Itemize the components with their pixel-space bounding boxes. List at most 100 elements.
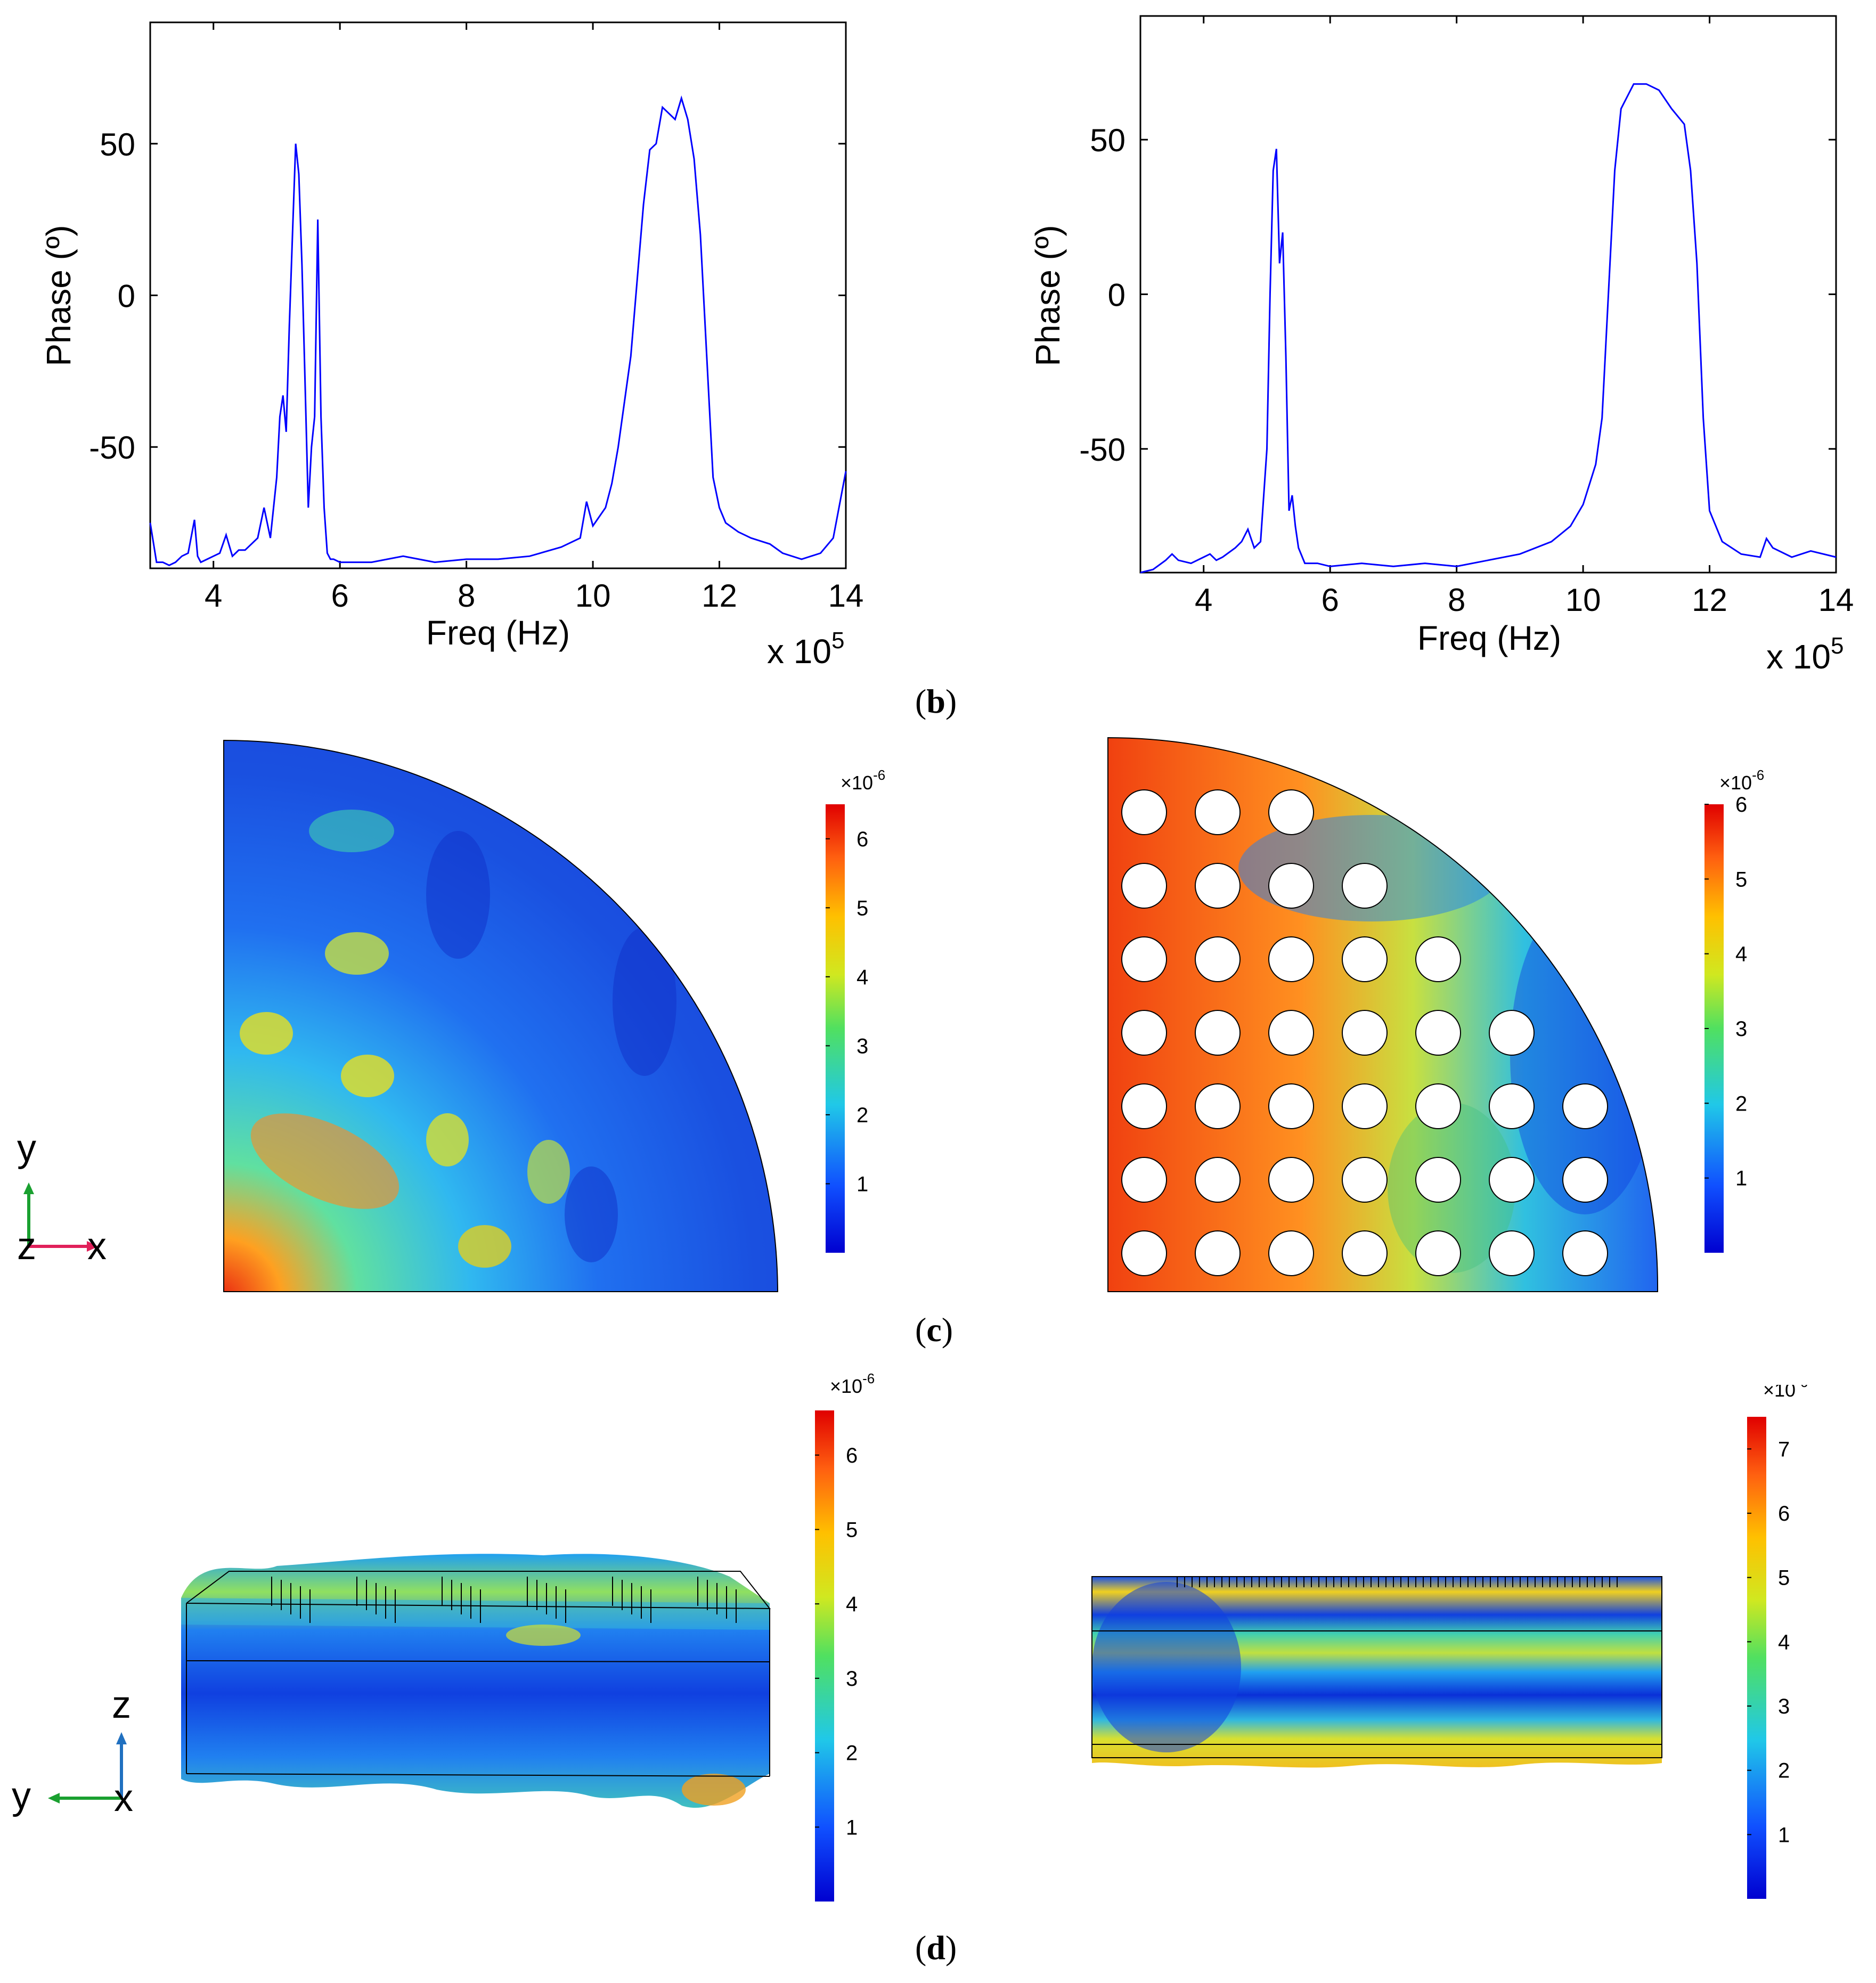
hole (1489, 1083, 1535, 1129)
field-plot-holes-side (1091, 1576, 1662, 1768)
hole (1342, 1157, 1388, 1203)
hole (1562, 1157, 1608, 1203)
hole (1121, 863, 1167, 909)
hole (1195, 936, 1241, 982)
plot-area (1139, 15, 1837, 574)
field-plot-holes-top (1107, 737, 1659, 1292)
colorbar-tick-label: 4 (1778, 1630, 1790, 1654)
x-tick-label: 14 (828, 578, 864, 614)
hole (1489, 1230, 1535, 1276)
svg-text:×10-6: ×10-6 (1719, 767, 1764, 794)
hole (1195, 863, 1241, 909)
panel-label-b: (b) (915, 682, 957, 720)
colorbar-tick-label: 3 (1735, 1017, 1747, 1041)
x-axis-label: Freq (Hz) (426, 614, 570, 652)
hole (1121, 1010, 1167, 1056)
colorbar-tick-label: 1 (857, 1172, 868, 1196)
triad-z-label: z (112, 1684, 131, 1726)
triad-y-label: y (12, 1775, 31, 1817)
hole (1268, 1010, 1314, 1056)
hole (1121, 1230, 1167, 1276)
hole (1268, 1157, 1314, 1203)
panel-label-c: (c) (915, 1311, 953, 1349)
x-tick-label: 4 (1195, 582, 1212, 618)
colorbar-tick-label: 2 (857, 1104, 868, 1127)
hole (1562, 1230, 1608, 1276)
colorbar-tick-label: 3 (846, 1667, 858, 1691)
colorbar-4: ×10-6 1 2 3 4 5 6 7 (1747, 1385, 1808, 1899)
colorbar-ticks: 1 2 3 4 5 6 (1704, 793, 1747, 1190)
phase-chart-right: 4 6 8 10 12 14 50 0 -50 Freq (Hz) Phase (º) x 10… (1029, 15, 1854, 676)
hole (1195, 789, 1241, 835)
hole (1195, 1157, 1241, 1203)
x-tick-label: 10 (1565, 582, 1601, 618)
x-tick-label: 10 (575, 578, 611, 614)
hole (1268, 789, 1314, 835)
hole (1121, 789, 1167, 835)
x-axis-label: Freq (Hz) (1417, 619, 1561, 657)
y-tick-label: 0 (1108, 278, 1125, 313)
hole (1342, 936, 1388, 982)
colorbar-tick-label: 6 (1735, 793, 1747, 817)
colorbar-tick-label: 1 (1778, 1823, 1790, 1847)
hole (1195, 1083, 1241, 1129)
x-tick-label: 6 (331, 578, 348, 614)
ticks: 4 6 8 10 12 14 50 0 -50 (89, 22, 863, 614)
x-multiplier: x 105 (767, 627, 844, 671)
colorbar-tick-label: 4 (857, 966, 868, 989)
ticks: 4 6 8 10 12 14 50 0 -50 (1079, 16, 1854, 618)
field-plot-plain-top (223, 739, 779, 1292)
y-tick-label: -50 (89, 430, 135, 466)
colorbar-tick-label: 2 (1735, 1092, 1747, 1115)
hole (1342, 1010, 1388, 1056)
series-line (149, 95, 847, 566)
colorbar-tick-label: 5 (1778, 1566, 1790, 1590)
triad-x-label: x (114, 1777, 133, 1819)
colorbar-tick-label: 5 (857, 896, 868, 920)
mesh-lines (186, 1571, 771, 1777)
x-tick-label: 14 (1818, 582, 1854, 618)
colorbar-tick-label: 2 (846, 1742, 858, 1765)
phase-chart-left: 4 6 8 10 12 14 50 0 -50 Freq (Hz) Phase (º) x 10… (39, 21, 863, 671)
colorbar-ticks: 1 2 3 4 5 6 (815, 1444, 858, 1839)
x-tick-label: 12 (1692, 582, 1727, 618)
hole (1342, 1083, 1388, 1129)
svg-text:×10-6: ×10-6 (830, 1370, 875, 1397)
colorbar-tick-label: 5 (846, 1519, 858, 1542)
hole (1121, 1083, 1167, 1129)
x-tick-label: 8 (458, 578, 475, 614)
colorbar-1: ×10-6 1 2 3 4 5 6 (826, 767, 885, 1253)
hole (1415, 936, 1461, 982)
colorbar-tick-label: 3 (1778, 1695, 1790, 1718)
svg-text:×10-6: ×10-6 (841, 767, 885, 794)
colorbar-tick-label: 7 (1778, 1438, 1790, 1461)
series-line (1140, 83, 1837, 574)
x-multiplier: x 105 (1766, 633, 1844, 676)
y-tick-label: -50 (1079, 432, 1125, 468)
colorbar-tick-label: 6 (846, 1444, 858, 1467)
hole (1268, 936, 1314, 982)
colorbar-tick-label: 1 (846, 1816, 858, 1839)
hole (1268, 863, 1314, 909)
hole (1342, 863, 1388, 909)
triad-z-label: z (17, 1225, 36, 1262)
hole (1415, 1157, 1461, 1203)
hole (1415, 1230, 1461, 1276)
colorbar-ticks: 1 2 3 4 5 6 (826, 828, 868, 1196)
colorbar-ticks: 1 2 3 4 5 6 7 (1747, 1438, 1790, 1847)
hole (1415, 1083, 1461, 1129)
colorbar-2: ×10-6 1 2 3 4 5 6 (1704, 767, 1764, 1253)
x-tick-label: 6 (1321, 582, 1339, 618)
hole (1121, 1157, 1167, 1203)
hole (1489, 1157, 1535, 1203)
colorbar-tick-label: 3 (857, 1034, 868, 1058)
axis-triad-xy: y z x (17, 1127, 107, 1262)
triad-y-label: y (17, 1127, 36, 1170)
plot-area (149, 21, 847, 569)
triad-x-label: x (87, 1225, 107, 1262)
colorbar-tick-label: 5 (1735, 868, 1747, 891)
hole (1195, 1010, 1241, 1056)
colorbar-3: ×10-6 1 2 3 4 5 6 (815, 1370, 875, 1902)
hole (1415, 1010, 1461, 1056)
hole (1195, 1230, 1241, 1276)
